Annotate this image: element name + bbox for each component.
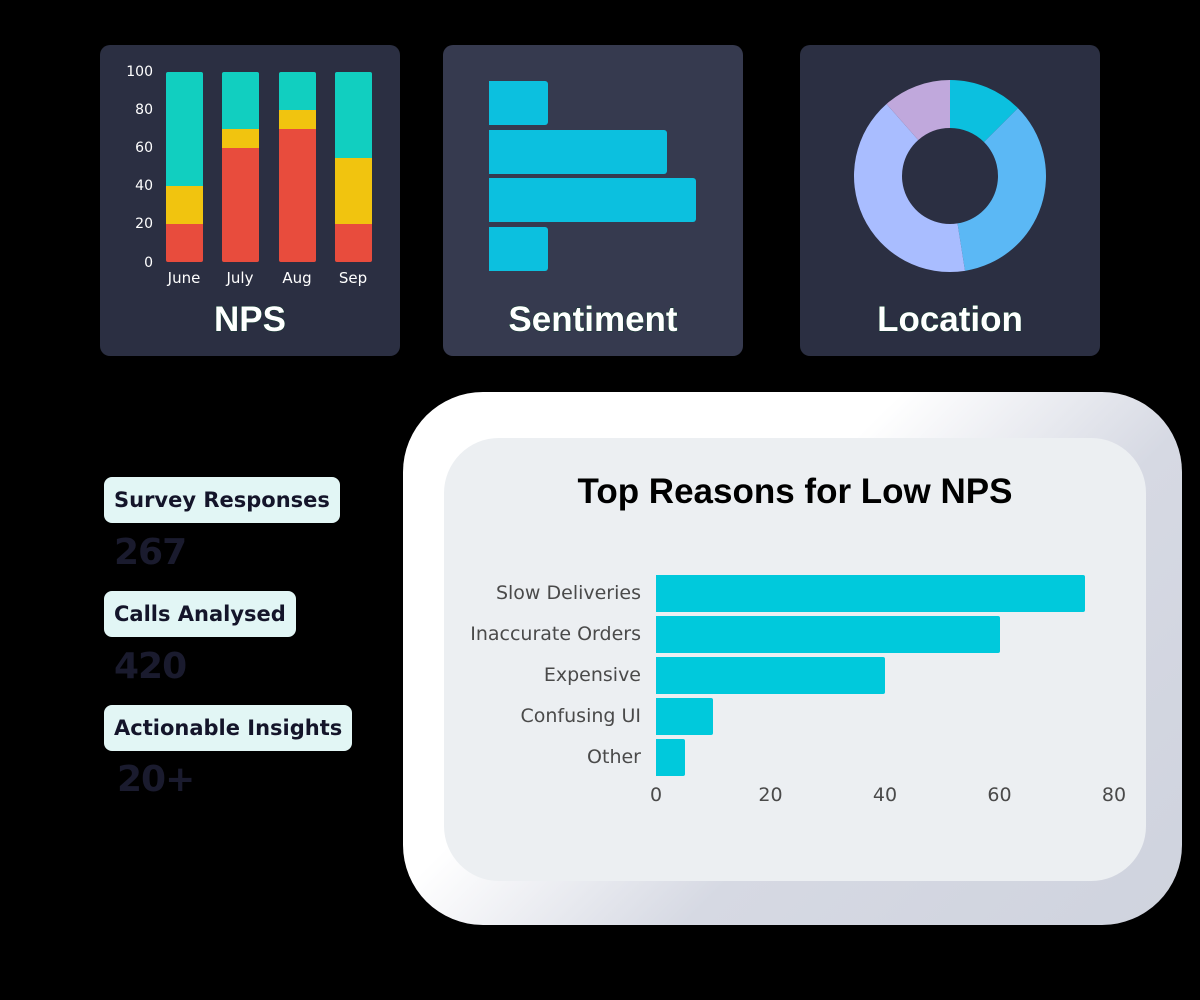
nps-bar	[166, 72, 203, 262]
donut-segment	[957, 108, 1046, 271]
low-nps-bar	[656, 739, 685, 776]
sentiment-card: Sentiment	[443, 45, 743, 356]
nps-bar-segment	[222, 129, 259, 148]
nps-bar-segment	[166, 186, 203, 224]
x-tick: Aug	[282, 269, 312, 287]
x-tick: 80	[1101, 784, 1127, 806]
donut-segment	[886, 80, 950, 140]
sentiment-bar	[489, 130, 667, 174]
y-category-label: Confusing UI	[520, 705, 642, 727]
y-category-label: Inaccurate Orders	[470, 623, 641, 645]
location-donut-chart	[854, 80, 1046, 272]
location-card-title: Location	[877, 300, 1024, 340]
donut-segment	[950, 80, 1018, 143]
y-category-label: Slow Deliveries	[495, 582, 641, 604]
low-nps-bar	[656, 575, 1086, 612]
x-tick: 60	[987, 784, 1012, 806]
y-category-label: Expensive	[543, 664, 641, 686]
x-tick: July	[226, 269, 254, 287]
nps-bar-segment	[222, 148, 259, 262]
low-nps-bar	[656, 657, 885, 694]
nps-bar-segment	[279, 110, 316, 129]
x-tick: Sep	[338, 269, 368, 287]
y-tick: 20	[135, 216, 153, 232]
low-nps-chart-title: Top Reasons for Low NPS	[577, 472, 1013, 511]
sentiment-bar	[489, 227, 548, 271]
nps-bar-segment	[335, 72, 372, 158]
stat-label-calls-analysed: Calls Analysed	[104, 591, 296, 637]
nps-bar-segment	[166, 224, 203, 262]
nps-bar-segment	[335, 157, 372, 224]
stat-value-survey-responses: 267	[114, 532, 187, 573]
stat-value-calls-analysed: 420	[114, 646, 187, 687]
y-tick: 100	[126, 64, 153, 80]
x-tick: 20	[758, 784, 783, 806]
x-tick: June	[167, 269, 201, 287]
low-nps-bar	[656, 698, 714, 735]
low-nps-bar	[656, 616, 1000, 653]
stat-value-actionable-insights: 20+	[117, 759, 195, 800]
stat-label-actionable-insights: Actionable Insights	[104, 705, 353, 751]
nps-card: 100 80 60 40 20 0 June July Aug Sep NPS	[100, 45, 400, 356]
nps-bar	[222, 72, 259, 262]
y-category-label: Other	[587, 746, 641, 768]
sentiment-bar	[489, 178, 696, 222]
nps-bar-segment	[279, 129, 316, 262]
location-card: Location	[800, 45, 1100, 356]
nps-bar	[335, 72, 372, 262]
stat-label-survey-responses: Survey Responses	[104, 477, 340, 523]
x-tick: 0	[649, 784, 663, 806]
x-tick: 40	[872, 784, 898, 806]
donut-segment	[854, 103, 966, 272]
nps-bar	[279, 72, 316, 262]
y-tick: 40	[135, 178, 153, 194]
y-tick: 60	[135, 140, 153, 156]
nps-bar-segment	[166, 72, 203, 186]
nps-bar-segment	[279, 72, 316, 110]
y-tick: 80	[135, 102, 153, 118]
sentiment-card-title: Sentiment	[508, 300, 678, 340]
nps-bar-segment	[222, 72, 259, 129]
y-tick: 0	[144, 255, 153, 271]
nps-bar-segment	[335, 224, 372, 262]
nps-card-title: NPS	[214, 300, 287, 340]
sentiment-bar	[489, 81, 548, 125]
